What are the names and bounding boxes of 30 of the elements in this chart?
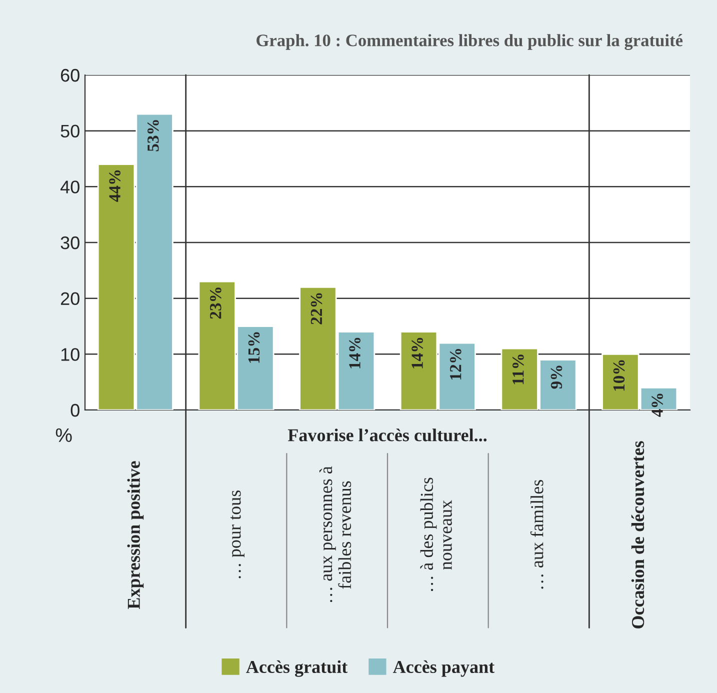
y-tick-label: 20	[60, 292, 80, 306]
y-tick-label: 40	[60, 180, 80, 194]
data-label: 22%	[310, 293, 322, 324]
data-label: 14%	[349, 338, 360, 368]
y-tick-label: 60	[60, 68, 80, 82]
data-label: 9%	[550, 366, 562, 389]
y-tick-label: 50	[60, 124, 80, 138]
x-tick-label: … aux personnes à faibles revenus	[319, 466, 352, 602]
y-tick-label: 30	[60, 236, 80, 250]
x-tick-label: Occasion de découvertes	[631, 441, 644, 628]
data-label: 23%	[210, 288, 222, 319]
data-label: 15%	[248, 332, 260, 363]
data-label: 4%	[652, 394, 663, 417]
data-label: 53%	[148, 120, 159, 152]
legend-label: Accès payant	[392, 660, 495, 677]
chart-title: Graph. 10 : Commentaires libres du public sur la gratuité	[256, 34, 683, 50]
y-axis-title: %	[56, 428, 72, 442]
text: Favorise l’accès culturel...	[288, 428, 487, 442]
y-tick-label: 10	[61, 348, 80, 361]
y-tick-label: 0	[70, 404, 80, 417]
data-label: 11%	[512, 354, 524, 384]
data-label: 12%	[450, 349, 462, 380]
x-tick-label: … pour tous	[230, 490, 244, 578]
x-tick-label: … à des publics nouveaux	[420, 478, 452, 592]
data-label: 14%	[412, 338, 423, 368]
x-tick-label: Expression positive	[127, 461, 144, 610]
legend-label: Accès gratuit	[246, 660, 348, 677]
data-label: 10%	[613, 360, 625, 391]
data-label: 44%	[109, 170, 120, 202]
x-tick-label: … aux familles	[530, 480, 544, 589]
